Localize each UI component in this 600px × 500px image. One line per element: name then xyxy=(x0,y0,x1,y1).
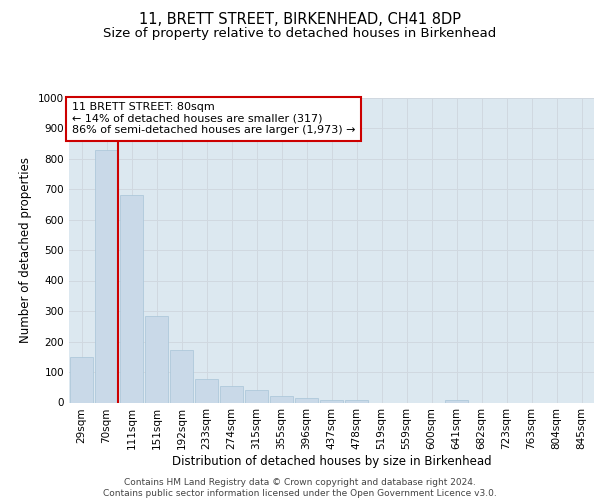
Bar xyxy=(170,350,193,403)
Bar xyxy=(70,357,93,403)
Bar xyxy=(195,378,218,402)
Text: Contains HM Land Registry data © Crown copyright and database right 2024.
Contai: Contains HM Land Registry data © Crown c… xyxy=(103,478,497,498)
Bar xyxy=(145,316,168,402)
Bar xyxy=(95,150,118,403)
Bar xyxy=(295,398,318,402)
Bar xyxy=(345,400,368,402)
Text: Size of property relative to detached houses in Birkenhead: Size of property relative to detached ho… xyxy=(103,28,497,40)
Bar xyxy=(320,400,343,402)
Text: 11, BRETT STREET, BIRKENHEAD, CH41 8DP: 11, BRETT STREET, BIRKENHEAD, CH41 8DP xyxy=(139,12,461,28)
Bar xyxy=(270,396,293,402)
Y-axis label: Number of detached properties: Number of detached properties xyxy=(19,157,32,343)
X-axis label: Distribution of detached houses by size in Birkenhead: Distribution of detached houses by size … xyxy=(172,455,491,468)
Bar xyxy=(220,386,243,402)
Bar xyxy=(120,195,143,402)
Bar xyxy=(245,390,268,402)
Bar xyxy=(445,400,468,402)
Text: 11 BRETT STREET: 80sqm
← 14% of detached houses are smaller (317)
86% of semi-de: 11 BRETT STREET: 80sqm ← 14% of detached… xyxy=(71,102,355,136)
